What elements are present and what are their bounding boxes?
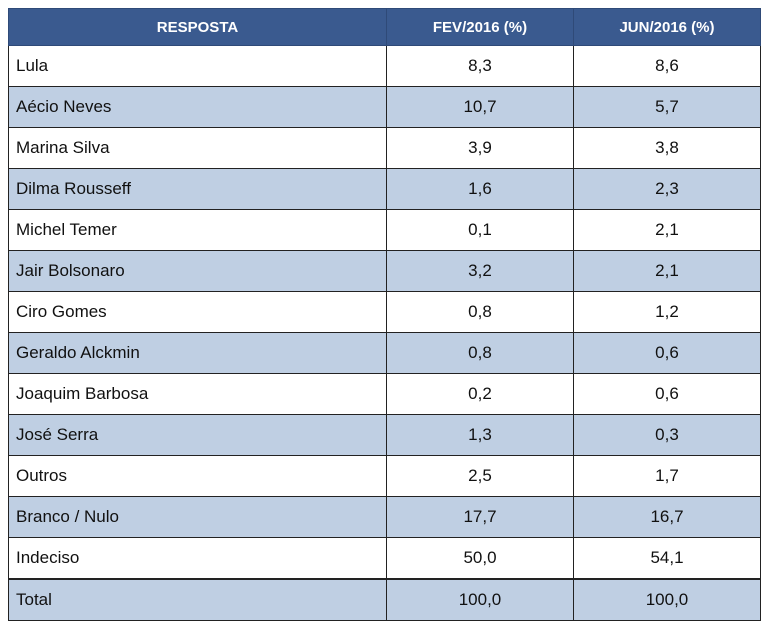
cell-jun: 1,2 [573, 291, 761, 333]
total-jun: 100,0 [573, 578, 761, 621]
cell-fev: 17,7 [386, 496, 574, 538]
header-row: RESPOSTA FEV/2016 (%) JUN/2016 (%) [8, 8, 761, 46]
column-header-jun-2016: JUN/2016 (%) [573, 8, 761, 46]
table-row: Dilma Rousseff 1,6 2,3 [8, 168, 761, 210]
column-header-fev-2016: FEV/2016 (%) [386, 8, 574, 46]
cell-jun: 0,6 [573, 373, 761, 415]
row-label: Branco / Nulo [8, 496, 387, 538]
row-label: Ciro Gomes [8, 291, 387, 333]
cell-jun: 0,6 [573, 332, 761, 374]
row-label: Jair Bolsonaro [8, 250, 387, 292]
cell-fev: 3,2 [386, 250, 574, 292]
cell-jun: 5,7 [573, 86, 761, 128]
total-fev: 100,0 [386, 578, 574, 621]
cell-fev: 0,8 [386, 291, 574, 333]
table-row: Branco / Nulo 17,7 16,7 [8, 496, 761, 538]
table-row: Indeciso 50,0 54,1 [8, 537, 761, 580]
cell-fev: 8,3 [386, 45, 574, 87]
row-label: Joaquim Barbosa [8, 373, 387, 415]
table-row: Ciro Gomes 0,8 1,2 [8, 291, 761, 333]
cell-fev: 2,5 [386, 455, 574, 497]
cell-jun: 3,8 [573, 127, 761, 169]
cell-fev: 1,3 [386, 414, 574, 456]
cell-jun: 2,1 [573, 209, 761, 251]
cell-jun: 1,7 [573, 455, 761, 497]
cell-fev: 50,0 [386, 537, 574, 580]
cell-fev: 10,7 [386, 86, 574, 128]
table-row: Marina Silva 3,9 3,8 [8, 127, 761, 169]
row-label: Aécio Neves [8, 86, 387, 128]
table-row: José Serra 1,3 0,3 [8, 414, 761, 456]
table-row: Lula 8,3 8,6 [8, 45, 761, 87]
row-label: José Serra [8, 414, 387, 456]
total-row: Total 100,0 100,0 [8, 578, 761, 621]
table-row: Outros 2,5 1,7 [8, 455, 761, 497]
table-row: Joaquim Barbosa 0,2 0,6 [8, 373, 761, 415]
cell-jun: 2,1 [573, 250, 761, 292]
cell-jun: 54,1 [573, 537, 761, 580]
table-row: Aécio Neves 10,7 5,7 [8, 86, 761, 128]
row-label: Michel Temer [8, 209, 387, 251]
row-label: Marina Silva [8, 127, 387, 169]
cell-jun: 0,3 [573, 414, 761, 456]
table-row: Geraldo Alckmin 0,8 0,6 [8, 332, 761, 374]
cell-fev: 0,8 [386, 332, 574, 374]
cell-fev: 0,1 [386, 209, 574, 251]
cell-jun: 8,6 [573, 45, 761, 87]
row-label: Outros [8, 455, 387, 497]
table-header: RESPOSTA FEV/2016 (%) JUN/2016 (%) [8, 8, 761, 46]
results-table: RESPOSTA FEV/2016 (%) JUN/2016 (%) Lula … [8, 8, 761, 621]
row-label: Lula [8, 45, 387, 87]
results-table-wrapper: RESPOSTA FEV/2016 (%) JUN/2016 (%) Lula … [8, 8, 761, 621]
table-body: Lula 8,3 8,6 Aécio Neves 10,7 5,7 Marina… [8, 45, 761, 621]
cell-jun: 16,7 [573, 496, 761, 538]
table-row: Jair Bolsonaro 3,2 2,1 [8, 250, 761, 292]
cell-jun: 2,3 [573, 168, 761, 210]
cell-fev: 0,2 [386, 373, 574, 415]
column-header-resposta: RESPOSTA [8, 8, 387, 46]
cell-fev: 3,9 [386, 127, 574, 169]
cell-fev: 1,6 [386, 168, 574, 210]
row-label: Dilma Rousseff [8, 168, 387, 210]
table-row: Michel Temer 0,1 2,1 [8, 209, 761, 251]
row-label: Geraldo Alckmin [8, 332, 387, 374]
total-label: Total [8, 578, 387, 621]
row-label: Indeciso [8, 537, 387, 580]
